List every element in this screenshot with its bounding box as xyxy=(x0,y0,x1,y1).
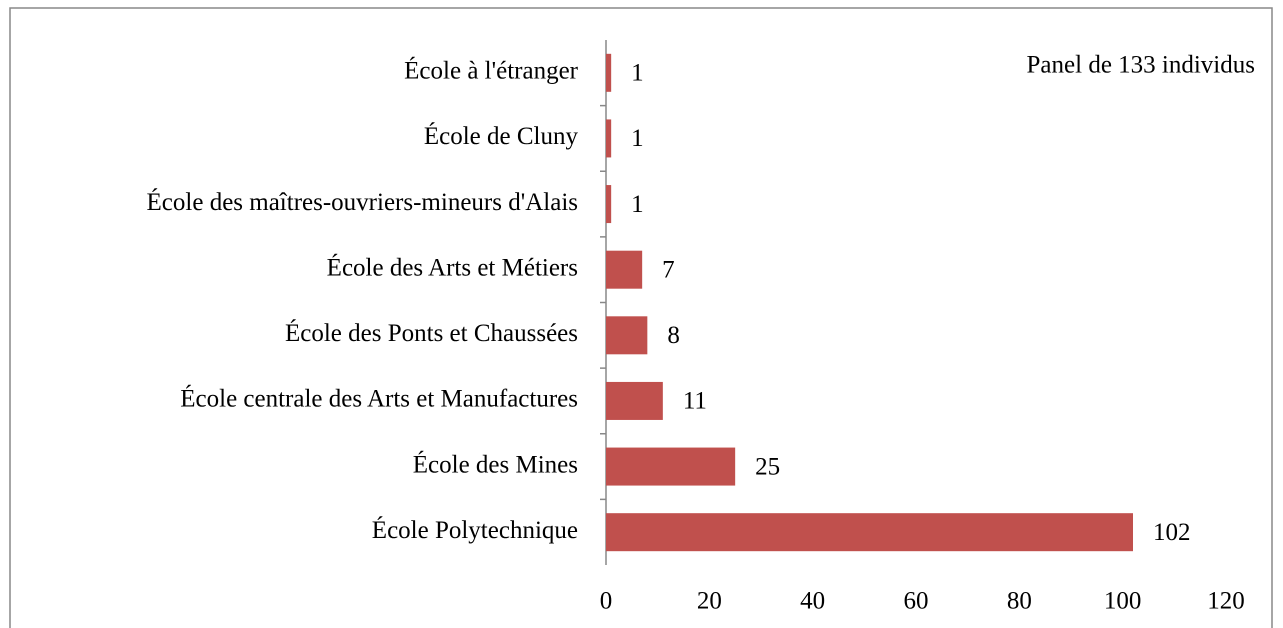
x-tick-label: 120 xyxy=(1207,588,1245,615)
x-tick-label: 40 xyxy=(800,588,825,615)
y-tick-label: École à l'étranger xyxy=(404,57,579,85)
data-label: 102 xyxy=(1153,519,1191,546)
bar xyxy=(606,53,612,92)
bar xyxy=(606,316,648,355)
x-tick-label: 20 xyxy=(697,588,722,615)
data-label: 25 xyxy=(755,453,780,480)
x-tick-label: 0 xyxy=(600,588,613,615)
data-label: 1 xyxy=(631,125,644,152)
data-label: 11 xyxy=(683,388,707,415)
y-tick-label: École de Cluny xyxy=(424,122,579,150)
y-tick-label: École des Mines xyxy=(413,450,578,478)
bar xyxy=(606,513,1133,552)
y-tick-label: École des Ponts et Chaussées xyxy=(285,319,578,347)
x-tick-label: 60 xyxy=(904,588,929,615)
data-label: 8 xyxy=(667,322,680,349)
bar xyxy=(606,185,612,224)
bar xyxy=(606,381,663,420)
data-label: 7 xyxy=(662,256,675,283)
bar xyxy=(606,119,612,158)
bar xyxy=(606,447,736,486)
data-label: 1 xyxy=(631,60,644,87)
chart-frame xyxy=(9,7,1273,628)
y-tick-label: École centrale des Arts et Manufactures xyxy=(180,385,578,413)
x-tick-label: 80 xyxy=(1007,588,1032,615)
data-label: 1 xyxy=(631,191,644,218)
annotation: Panel de 133 individus xyxy=(1027,52,1255,79)
y-tick-label: École des Arts et Métiers xyxy=(327,253,578,281)
y-tick-label: École Polytechnique xyxy=(372,516,578,544)
x-tick-label: 100 xyxy=(1104,588,1142,615)
y-tick-label: École des maîtres-ouvriers-mineurs d'Ala… xyxy=(147,188,578,216)
bar xyxy=(606,250,643,289)
